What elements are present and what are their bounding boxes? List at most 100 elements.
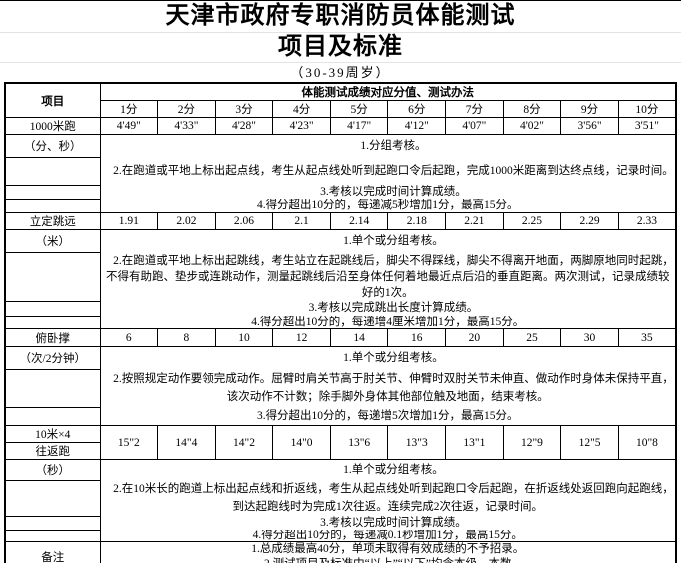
score-value: 4'23" <box>272 117 331 135</box>
item-unit-cell: （秒） <box>4 458 101 482</box>
page-title-line1: 天津市政府专职消防员体能测试 <box>0 1 681 33</box>
score-columns-row: 1分 2分 3分 4分 5分 6分 7分 8分 9分 10分 <box>5 100 677 118</box>
score-column-header: 5分 <box>329 100 389 118</box>
empty-label-cell <box>4 252 101 302</box>
score-value: 3'56" <box>560 117 619 135</box>
item-name-cell: 立定跳远 <box>4 212 101 230</box>
section-values-row-longjump: 立定跳远 1.91 2.02 2.06 2.1 2.14 2.18 2.21 2… <box>4 212 677 230</box>
remarks-label-cell: 备注 <box>4 541 101 563</box>
item-name-cell: 往返跑 <box>4 442 101 460</box>
empty-label-cell <box>4 369 101 408</box>
score-value: 4'07" <box>445 117 504 135</box>
score-column-header: 7分 <box>445 100 504 118</box>
empty-label-cell <box>4 198 101 214</box>
score-value: 20 <box>445 328 504 347</box>
note-line: 4.得分超出10分的，每递减5秒增加1分，最高15分。 <box>256 199 519 211</box>
item-name-cell: 俯卧撑 <box>4 328 101 347</box>
note-line: 1.单个或分组考核。 <box>331 352 444 364</box>
note-line: 2.在跑道或平地上标出起跳线，考生站立在起跳线后，脚尖不得踩线，脚尖不得离开地面… <box>101 255 674 267</box>
score-value: 2.06 <box>214 212 274 230</box>
age-range-subtitle: （30-39周岁） <box>290 65 391 80</box>
empty-label-cell <box>4 157 101 186</box>
note-line: 该次动作不计数；除手脚外身体其他部位触及地面，结束考核。 <box>226 391 549 403</box>
section-values-row-shuttle: 10米×4 15"2 14"4 14"2 14"0 13"6 13"3 13"1… <box>4 425 677 460</box>
score-value: 3'51" <box>617 117 677 135</box>
item-unit-cell: （米） <box>4 228 101 254</box>
item-unit-cell: （分、秒） <box>4 133 101 159</box>
note-line: 3.得分超出10分的，每递增5次增加1分，最高15分。 <box>256 410 519 422</box>
score-value: 2.33 <box>617 212 677 230</box>
score-value: 13"6 <box>329 425 389 460</box>
score-value: 4'17" <box>329 117 389 135</box>
note-line: 2.在10米长的跑道上标出起点线和折返线，考生从起点线处听到起跑口令后起跑，在折… <box>101 483 674 495</box>
score-value: 2.18 <box>387 212 447 230</box>
score-value: 2.25 <box>502 212 562 230</box>
score-value: 14 <box>329 328 389 347</box>
test-method-notes: 1.单个或分组考核。 2.在10米长的跑道上标出起点线和折返线，考生从起点线处听… <box>99 459 677 542</box>
score-value: 12 <box>272 328 331 347</box>
empty-label-cell <box>4 480 101 517</box>
score-value: 14"0 <box>272 425 331 460</box>
score-column-header: 3分 <box>214 100 274 118</box>
score-value: 6 <box>99 328 159 347</box>
score-column-header: 8分 <box>502 100 562 118</box>
note-line: 到达起跑线时为完成1次往返。连续完成2次往返，记录时间。 <box>232 501 544 513</box>
note-line: 1.分组考核。 <box>348 140 427 152</box>
score-value: 12"5 <box>560 425 619 460</box>
score-value: 10 <box>214 328 274 347</box>
score-value: 4'33" <box>157 117 216 135</box>
score-value: 2.14 <box>329 212 389 230</box>
section-values-row-pushup: 俯卧撑 6 8 10 12 14 16 20 25 30 35 <box>4 328 677 347</box>
note-line: 3.考核以完成时间计算成绩。 <box>308 186 467 198</box>
section-values-row-1000m: 1000米跑 4'49" 4'33" 4'28" 4'23" 4'17" 4'1… <box>4 117 677 135</box>
note-line: 3.考核以完成时间计算成绩。 <box>308 517 467 529</box>
score-value: 2.1 <box>272 212 331 230</box>
score-value: 15"2 <box>99 425 159 460</box>
score-column-header: 1分 <box>99 100 159 118</box>
note-line: 好的1次。 <box>361 287 414 299</box>
empty-label-cell <box>4 300 101 317</box>
corner-cell-items: 项目 <box>4 82 101 118</box>
score-value: 2.02 <box>157 212 216 230</box>
empty-label-cell <box>4 315 101 330</box>
score-value: 4'28" <box>214 117 274 135</box>
empty-label-cell <box>4 529 101 543</box>
score-value: 4'49" <box>99 117 159 135</box>
score-value: 13"1 <box>445 425 504 460</box>
score-value: 16 <box>387 328 447 347</box>
score-value: 14"4 <box>157 425 216 460</box>
item-unit-cell: （次/2分钟） <box>4 345 101 371</box>
note-line: 不得有助跑、垫步或连跳动作，测量起跳线后沿至身体任何着地最近点后沿的垂直距离。两… <box>106 271 670 283</box>
remark-line: 1.总成绩最高40分，单项未取得有效成绩的不予招录。 <box>251 543 525 555</box>
remarks-cell: 1.总成绩最高40分，单项未取得有效成绩的不予招录。 2.测试项目及标准中“以上… <box>99 541 677 563</box>
note-line: 3.考核以完成跳出长度计算成绩。 <box>297 302 479 314</box>
score-column-header: 4分 <box>272 100 331 118</box>
score-column-header: 10分 <box>617 100 677 118</box>
test-method-notes: 1.单个或分组考核。 2.在跑道或平地上标出起跳线，考生站立在起跳线后，脚尖不得… <box>99 229 677 329</box>
empty-label-cell <box>4 184 101 200</box>
note-line: 4.得分超出10分的，每递减0.1秒增加1分，最高15分。 <box>252 530 523 541</box>
remark-line: 2.测试项目及标准中“以上”“以下”均含本级、本数。 <box>101 557 675 563</box>
empty-label-cell <box>4 515 101 531</box>
score-column-header: 2分 <box>157 100 216 118</box>
score-value: 8 <box>157 328 216 347</box>
score-column-header: 6分 <box>387 100 447 118</box>
score-value: 4'02" <box>502 117 562 135</box>
score-column-header: 9分 <box>560 100 619 118</box>
score-value: 10"8 <box>617 425 677 460</box>
note-line: 1.单个或分组考核。 <box>331 464 444 476</box>
score-value: 2.29 <box>560 212 619 230</box>
note-line: 1.单个或分组考核。 <box>331 235 444 247</box>
score-value: 4'12" <box>387 117 447 135</box>
note-line: 2.在跑道或平地上标出起点线，考生从起点线处听到起跑口令后起跑，完成1000米距… <box>101 165 674 177</box>
score-value: 2.21 <box>445 212 504 230</box>
score-value: 14"2 <box>214 425 274 460</box>
score-value: 13"3 <box>387 425 447 460</box>
score-value: 30 <box>560 328 619 347</box>
scores-methods-header: 体能测试成绩对应分值、测试办法 <box>99 82 677 101</box>
item-name-cell: 1000米跑 <box>4 117 101 135</box>
fitness-standards-table: 项目 体能测试成绩对应分值、测试办法 1分 2分 3分 4分 5分 6分 7分 … <box>4 82 677 563</box>
empty-label-cell <box>4 406 101 427</box>
table-header-row: 项目 体能测试成绩对应分值、测试办法 <box>4 82 677 118</box>
